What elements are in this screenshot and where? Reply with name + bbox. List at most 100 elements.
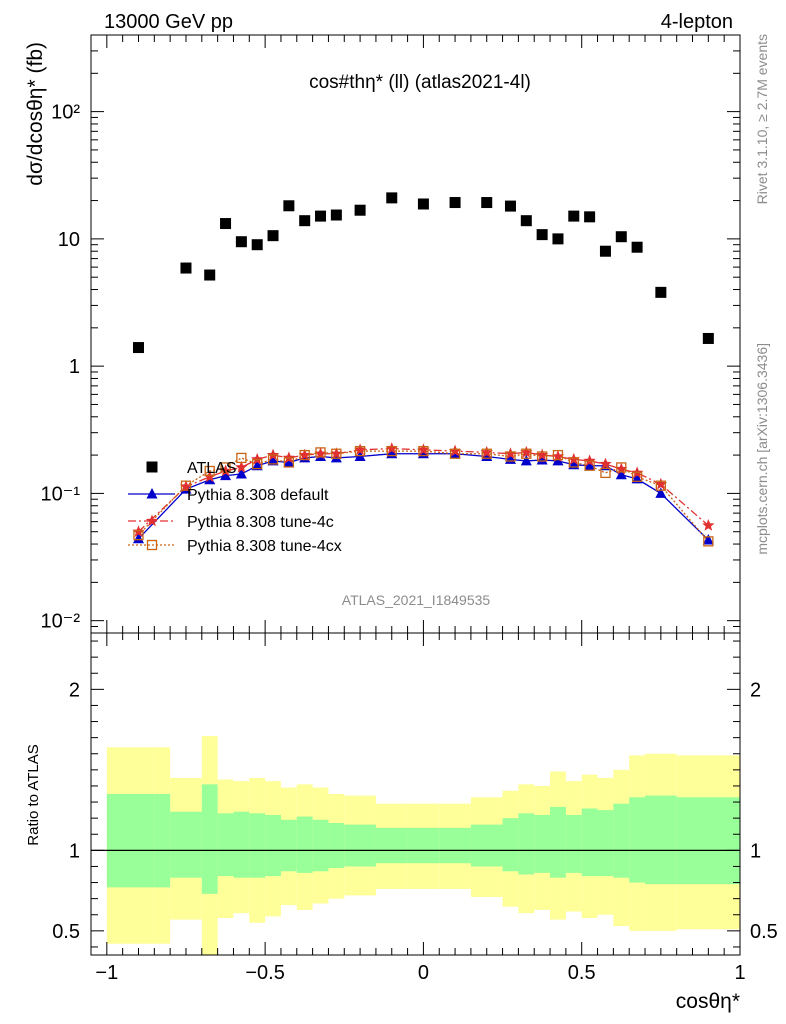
stat-uncertainty-band-bin xyxy=(280,819,297,872)
stat-uncertainty-band-bin xyxy=(676,797,740,885)
x-axis-label: cosθη* xyxy=(676,990,740,1013)
ratio-y-tick-label-right: 2 xyxy=(750,679,761,701)
ratio-y-axis-label: Ratio to ATLAS xyxy=(25,744,42,845)
x-ticks: −1 −0.5 0 0.5 1 xyxy=(95,35,746,984)
legend-marker xyxy=(146,539,158,551)
data-point-pythia-8-308-tune-4cx xyxy=(236,452,247,464)
data-point-pythia-8-308-tune-4cx xyxy=(283,457,295,468)
data-point-pythia-8-308-tune-4c xyxy=(583,454,596,467)
data-point-pythia-8-308-tune-4c xyxy=(179,480,193,492)
legend-marker xyxy=(145,514,159,527)
stat-uncertainty-band-bin xyxy=(217,813,234,877)
data-point-atlas xyxy=(299,215,311,227)
data-point-pythia-8-308-tune-4cx xyxy=(315,447,326,458)
stat-uncertainty-band-bin xyxy=(170,811,202,878)
data-point-pythia-8-308-default xyxy=(536,454,548,465)
stat-uncertainty-band-bin xyxy=(201,784,218,894)
data-point-pythia-8-308-tune-4cx xyxy=(331,448,342,459)
side-label-rivet: Rivet 3.1.10, ≥ 2.7M events xyxy=(754,34,770,204)
stat-uncertainty-band-bin xyxy=(249,813,266,878)
ratio-y-tick-label-right: 1 xyxy=(750,840,761,862)
data-point-pythia-8-308-tune-4c xyxy=(520,445,533,458)
data-point-atlas xyxy=(283,200,295,212)
data-point-atlas xyxy=(354,204,366,216)
data-point-pythia-8-308-tune-4cx xyxy=(703,536,714,547)
data-point-atlas xyxy=(615,231,627,243)
ratio-bands xyxy=(106,736,740,955)
data-point-pythia-8-308-tune-4cx xyxy=(616,462,627,473)
data-point-atlas xyxy=(504,200,516,212)
watermark: ATLAS_2021_I1849535 xyxy=(342,592,491,608)
data-point-pythia-8-308-default xyxy=(655,487,667,498)
data-point-pythia-8-308-default xyxy=(267,454,279,466)
data-point-pythia-8-308-default xyxy=(520,454,532,466)
data-point-atlas xyxy=(180,262,192,274)
data-point-pythia-8-308-tune-4cx xyxy=(267,454,279,465)
data-point-atlas xyxy=(204,269,216,281)
legend-label: Pythia 8.308 default xyxy=(187,487,329,504)
y-tick-label: 10⁻¹ xyxy=(41,483,81,505)
data-point-pythia-8-308-tune-4c xyxy=(702,518,715,531)
data-point-pythia-8-308-tune-4c xyxy=(417,443,430,456)
stat-uncertainty-band-bin xyxy=(106,794,155,888)
data-point-pythia-8-308-default xyxy=(584,459,596,471)
data-point-atlas xyxy=(386,192,398,204)
stat-uncertainty-band-bin xyxy=(502,818,519,872)
data-point-pythia-8-308-tune-4c xyxy=(567,452,580,465)
ratio-y-tick-label-right: 0.5 xyxy=(750,921,778,943)
data-point-pythia-8-308-default xyxy=(283,456,295,467)
data-point-pythia-8-308-tune-4cx xyxy=(204,465,215,477)
data-point-pythia-8-308-default xyxy=(702,534,714,545)
stat-uncertainty-band-bin xyxy=(518,813,535,875)
y-tick-label: 10² xyxy=(51,102,80,124)
x-tick-label: −1 xyxy=(95,962,118,984)
data-point-atlas xyxy=(599,245,611,257)
data-point-pythia-8-308-tune-4cx xyxy=(600,467,611,479)
header-left: 13000 GeV pp xyxy=(104,11,233,33)
data-point-pythia-8-308-tune-4cx xyxy=(584,460,595,471)
ratio-y-tick-label: 1 xyxy=(69,840,80,862)
legend-label: Pythia 8.308 tune-4cx xyxy=(187,538,342,555)
data-point-atlas xyxy=(631,241,643,253)
stat-uncertainty-band-bin xyxy=(534,814,551,873)
y-tick-label: 10 xyxy=(58,229,80,251)
data-point-atlas xyxy=(552,233,564,245)
data-point-pythia-8-308-tune-4c xyxy=(298,448,311,461)
data-point-atlas xyxy=(584,211,596,223)
legend-label: Pythia 8.308 tune-4c xyxy=(187,514,334,531)
data-point-pythia-8-308-tune-4cx xyxy=(631,471,643,482)
stat-uncertainty-band-bin xyxy=(645,795,677,885)
series-markers xyxy=(132,192,715,547)
stat-uncertainty-band-bin xyxy=(565,814,582,873)
stat-uncertainty-band-bin xyxy=(597,810,614,877)
data-point-pythia-8-308-default xyxy=(330,451,342,463)
x-tick-label: −0.5 xyxy=(245,962,284,984)
y-tick-label: 1 xyxy=(69,356,80,378)
data-point-pythia-8-308-default xyxy=(220,469,232,481)
data-point-pythia-8-308-tune-4c xyxy=(203,470,216,483)
x-tick-label: 1 xyxy=(734,962,745,984)
side-label-mcplots: mcplots.cern.ch [arXiv:1306.3436] xyxy=(754,343,770,555)
stat-uncertainty-band-bin xyxy=(265,814,281,877)
ratio-plot-frame xyxy=(90,632,741,956)
data-point-pythia-8-308-tune-4c xyxy=(599,457,612,470)
data-point-pythia-8-308-tune-4cx xyxy=(252,458,263,470)
legend-label: ATLAS xyxy=(187,460,237,477)
data-point-pythia-8-308-tune-4c xyxy=(353,443,367,456)
ratio-y-ticks: 0.5 0.5 1 1 2 2 xyxy=(52,640,778,948)
data-point-pythia-8-308-tune-4cx xyxy=(481,448,492,459)
data-point-pythia-8-308-tune-4cx xyxy=(655,480,667,491)
stat-uncertainty-band-bin xyxy=(233,811,250,878)
chart-title: cos#thη* (ll) (atlas2021-4l) xyxy=(309,72,531,93)
data-point-atlas xyxy=(702,332,714,344)
data-point-atlas xyxy=(315,210,327,222)
data-point-pythia-8-308-tune-4c xyxy=(219,464,232,477)
legend: ATLAS Pythia 8.308 default Pythia 8.308 tu… xyxy=(128,460,342,555)
data-point-pythia-8-308-tune-4c xyxy=(480,445,493,458)
data-point-atlas xyxy=(220,218,232,230)
data-point-atlas xyxy=(449,197,461,209)
stat-uncertainty-band-bin xyxy=(439,827,471,864)
data-point-pythia-8-308-tune-4cx xyxy=(552,449,564,461)
main-y-ticks: 10⁻² 10⁻¹ 1 10 10² xyxy=(41,34,740,634)
